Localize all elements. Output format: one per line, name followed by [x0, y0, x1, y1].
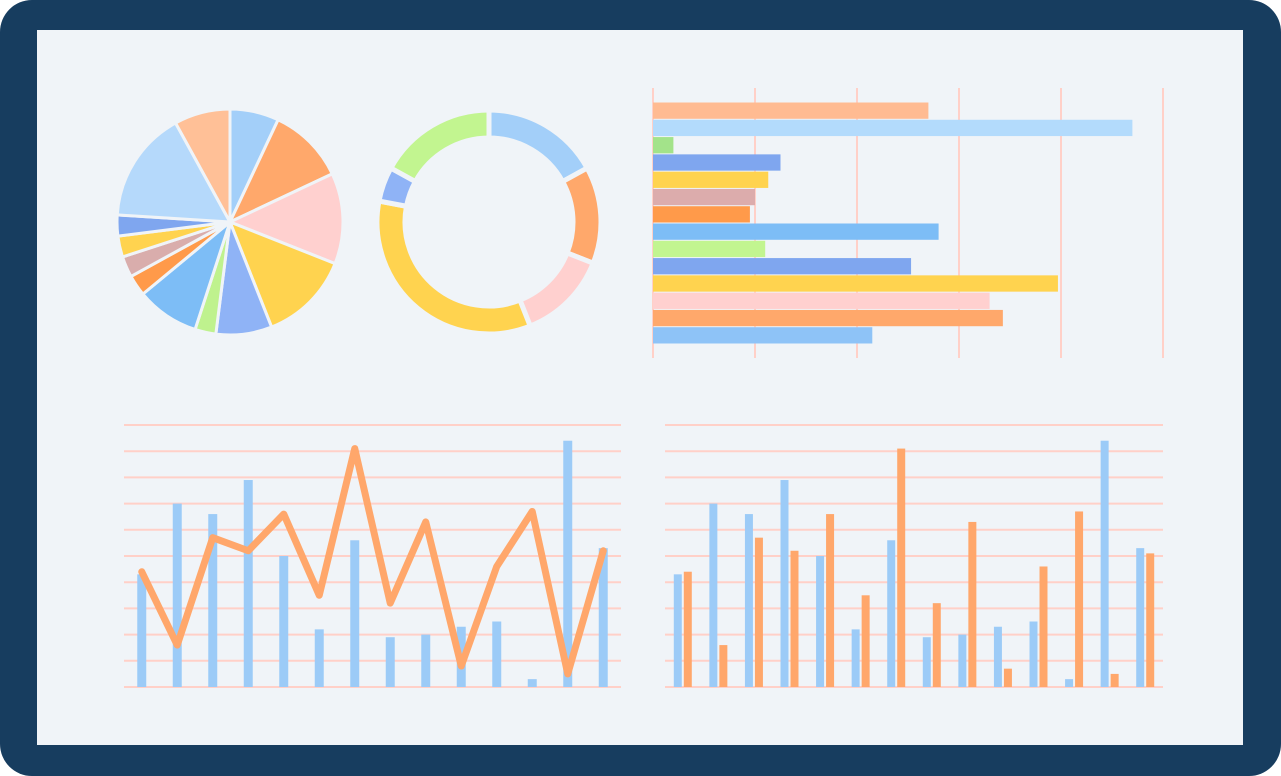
- bar: [790, 550, 799, 687]
- bar: [421, 634, 431, 687]
- bar: [780, 480, 789, 687]
- bar: [314, 629, 324, 687]
- bar: [1146, 553, 1155, 687]
- bar: [1110, 673, 1119, 687]
- bar: [653, 240, 766, 258]
- bar: [653, 275, 1058, 292]
- slice: [228, 118, 334, 224]
- bar: [993, 626, 1002, 687]
- bar: [350, 540, 360, 687]
- bar: [719, 645, 728, 687]
- slice: [174, 107, 232, 224]
- bar: [653, 119, 1133, 137]
- bar: [816, 556, 825, 687]
- bar: [653, 102, 929, 119]
- bar: [1075, 511, 1084, 687]
- bar: [897, 448, 906, 687]
- bar: [653, 327, 873, 344]
- bar: [958, 634, 967, 687]
- bar: [1039, 566, 1048, 687]
- bar: [653, 154, 781, 171]
- line: [138, 445, 607, 678]
- slice: [228, 220, 337, 329]
- bar: [653, 188, 755, 206]
- bar: [653, 223, 939, 240]
- bar: [208, 514, 218, 687]
- slice: [228, 172, 345, 266]
- bar: [385, 637, 395, 687]
- bar: [861, 595, 870, 687]
- bar: [1100, 440, 1109, 687]
- slice: [388, 107, 492, 185]
- bar: [887, 540, 896, 687]
- bar: [683, 571, 692, 687]
- bar: [826, 514, 835, 687]
- bar: [1136, 548, 1145, 687]
- bar: [754, 537, 763, 687]
- bar: [243, 480, 253, 687]
- bar: [653, 171, 769, 188]
- bar: [922, 637, 931, 687]
- bar: [279, 556, 289, 687]
- bar: [563, 440, 573, 687]
- bar: [137, 574, 147, 687]
- bar: [653, 292, 990, 309]
- bar: [851, 629, 860, 687]
- bar: [527, 679, 537, 687]
- bar: [744, 514, 753, 687]
- bar: [598, 548, 608, 687]
- slice: [115, 121, 232, 224]
- bar: [172, 503, 182, 687]
- bar: [709, 503, 718, 687]
- bar: [653, 258, 912, 275]
- bar: [673, 574, 682, 687]
- bar: [492, 621, 502, 687]
- bar: [932, 603, 941, 687]
- bar: [1065, 679, 1074, 687]
- bar: [968, 521, 977, 687]
- bar: [653, 206, 750, 223]
- bar: [1003, 668, 1012, 687]
- bar: [653, 137, 674, 154]
- bar: [1029, 621, 1038, 687]
- bar: [653, 309, 1003, 327]
